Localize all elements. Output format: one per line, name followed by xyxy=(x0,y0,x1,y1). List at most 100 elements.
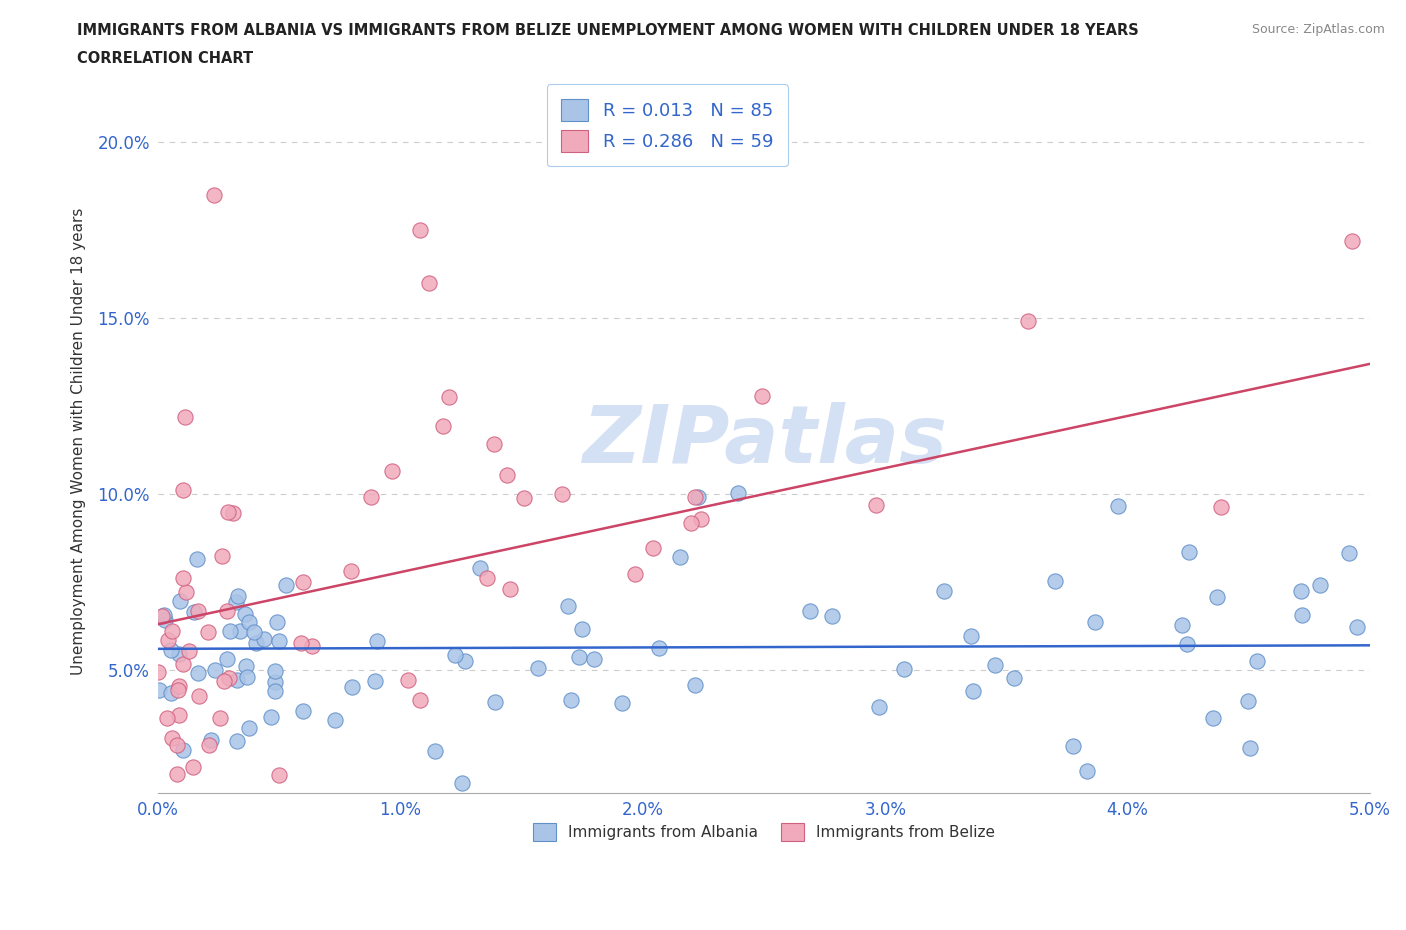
Point xyxy=(217,504,239,519)
Point xyxy=(499,581,522,596)
Point xyxy=(266,615,288,630)
Point xyxy=(291,704,314,719)
Point xyxy=(215,603,238,618)
Point xyxy=(526,660,548,675)
Point xyxy=(865,498,887,512)
Point xyxy=(211,549,233,564)
Point xyxy=(582,652,605,667)
Point xyxy=(1076,764,1098,778)
Point xyxy=(513,490,536,505)
Point xyxy=(418,275,440,290)
Point xyxy=(1236,694,1258,709)
Point xyxy=(167,646,190,661)
Point xyxy=(683,490,706,505)
Point xyxy=(301,639,323,654)
Point xyxy=(153,608,176,623)
Point xyxy=(396,672,419,687)
Point xyxy=(450,775,472,790)
Point xyxy=(1002,671,1025,685)
Point xyxy=(1246,653,1268,668)
Point xyxy=(679,515,702,530)
Point xyxy=(360,489,382,504)
Point xyxy=(688,489,710,504)
Point xyxy=(444,648,467,663)
Point xyxy=(183,604,205,619)
Point xyxy=(212,673,235,688)
Point xyxy=(238,721,260,736)
Point xyxy=(238,615,260,630)
Point xyxy=(172,571,194,586)
Point xyxy=(669,550,692,565)
Point xyxy=(235,670,257,684)
Point xyxy=(1309,578,1331,592)
Point xyxy=(364,674,387,689)
Point xyxy=(432,418,454,433)
Point xyxy=(253,631,276,646)
Point xyxy=(1171,618,1194,632)
Point xyxy=(340,564,363,578)
Point xyxy=(1209,500,1232,515)
Point xyxy=(983,658,1005,672)
Point xyxy=(202,188,225,203)
Point xyxy=(169,679,191,694)
Point xyxy=(1205,590,1227,604)
Point xyxy=(470,561,492,576)
Point xyxy=(1178,544,1201,559)
Point xyxy=(934,583,956,598)
Point xyxy=(1291,608,1313,623)
Point xyxy=(568,649,591,664)
Point xyxy=(571,621,593,636)
Point xyxy=(425,744,447,759)
Point xyxy=(222,505,245,520)
Point xyxy=(226,589,249,604)
Point xyxy=(233,606,256,621)
Point xyxy=(197,624,219,639)
Point xyxy=(167,708,190,723)
Point xyxy=(292,575,315,590)
Point xyxy=(172,657,194,671)
Point xyxy=(166,766,188,781)
Point xyxy=(1107,498,1129,513)
Point xyxy=(153,613,176,628)
Point xyxy=(1084,615,1107,630)
Point xyxy=(174,409,197,424)
Point xyxy=(167,682,190,697)
Point xyxy=(557,598,579,613)
Point xyxy=(225,595,247,610)
Point xyxy=(475,571,498,586)
Point xyxy=(267,633,290,648)
Point xyxy=(243,624,266,639)
Point xyxy=(551,486,574,501)
Point xyxy=(218,671,240,685)
Text: Source: ZipAtlas.com: Source: ZipAtlas.com xyxy=(1251,23,1385,36)
Point xyxy=(186,552,208,567)
Point xyxy=(148,664,170,679)
Point xyxy=(172,742,194,757)
Point xyxy=(188,688,211,703)
Point xyxy=(959,629,981,644)
Point xyxy=(1043,573,1066,588)
Point xyxy=(290,635,312,650)
Point xyxy=(172,483,194,498)
Point xyxy=(208,711,231,725)
Point xyxy=(437,390,460,405)
Point xyxy=(215,651,238,666)
Point xyxy=(150,609,173,624)
Point xyxy=(245,636,267,651)
Point xyxy=(187,604,209,618)
Point xyxy=(1339,546,1361,561)
Point xyxy=(235,658,257,673)
Point xyxy=(159,643,181,658)
Point xyxy=(1289,583,1312,598)
Point xyxy=(156,632,179,647)
Point xyxy=(226,734,249,749)
Point xyxy=(274,578,297,592)
Point xyxy=(1017,313,1039,328)
Point xyxy=(484,695,506,710)
Point xyxy=(482,436,505,451)
Point xyxy=(226,673,249,688)
Point xyxy=(187,666,209,681)
Point xyxy=(690,512,713,526)
Point xyxy=(263,664,285,679)
Point xyxy=(409,222,432,237)
